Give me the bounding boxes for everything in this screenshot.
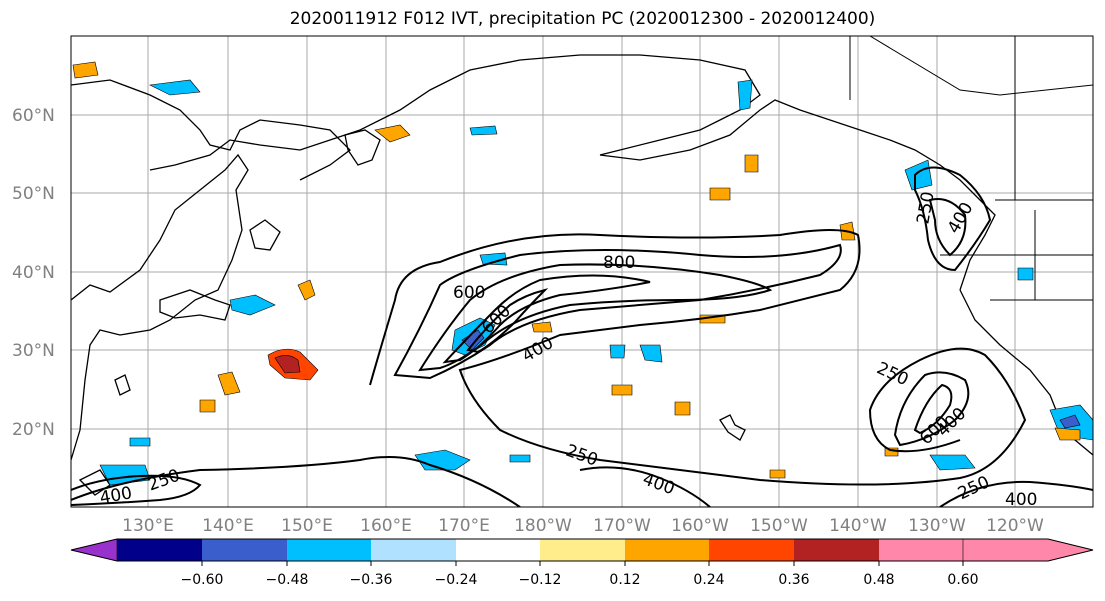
colorbar-segment: [287, 539, 371, 561]
latitude-labels: 60°N 50°N 40°N 30°N 20°N: [12, 106, 55, 440]
colorbar-tick-label: −0.36: [350, 572, 393, 588]
colorbar-tick-label: 0.12: [609, 572, 640, 588]
lat-label: 20°N: [12, 420, 55, 440]
ivt-contours: [71, 166, 1093, 507]
colorbar-extend-right: [962, 538, 1094, 562]
colorbar-segment: [117, 539, 202, 561]
colorbar-segment: [879, 539, 963, 561]
lat-label: 50°N: [12, 184, 55, 204]
colorbar-segment: [625, 539, 709, 561]
lon-label: 170°E: [438, 516, 490, 536]
lon-label: 130°W: [908, 516, 966, 536]
contour-label: 800: [603, 253, 635, 273]
colorbar-extend-left: [70, 538, 118, 562]
colorbar-tick-label: 0.36: [778, 572, 809, 588]
colorbar-tick-label: 0.60: [947, 572, 978, 588]
colorbar-tick-label: −0.12: [519, 572, 562, 588]
contour-label: 600: [453, 283, 485, 303]
colorbar-tick-label: 0.48: [863, 572, 894, 588]
colorbar-segment: [794, 539, 879, 561]
longitude-labels: 130°E 140°E 150°E 160°E 170°E 180°W 170°…: [122, 516, 1044, 536]
colorbar-outline: [70, 538, 1094, 562]
colorbar-segment: [371, 539, 456, 561]
lon-label: 160°W: [671, 516, 729, 536]
lon-label: 130°E: [122, 516, 174, 536]
lon-label: 150°W: [750, 516, 808, 536]
map-area: 600 800 600 400 250 400 250 250 600 400 …: [71, 36, 1093, 510]
colorbar-segment: [202, 539, 287, 561]
colorbar-tick-label: −0.24: [435, 572, 478, 588]
lon-label: 170°W: [593, 516, 651, 536]
lon-label: 180°W: [514, 516, 572, 536]
colorbar-tick-label: −0.60: [181, 572, 224, 588]
colorbar: −0.60 −0.48 −0.36 −0.24 −0.12 0.12 0.24 …: [70, 538, 1094, 588]
colorbar-tick-label: −0.48: [266, 572, 309, 588]
borders: [849, 36, 1093, 301]
contour-label: 400: [1005, 490, 1037, 510]
colorbar-tick-label: 0.24: [693, 572, 724, 588]
lat-label: 40°N: [12, 263, 55, 283]
contour-label: 400: [98, 483, 133, 508]
lon-label: 140°W: [829, 516, 887, 536]
map-title: 2020011912 F012 IVT, precipitation PC (2…: [289, 9, 876, 29]
coastlines: [71, 54, 1093, 496]
colorbar-segment: [456, 539, 540, 561]
colorbar-ticks: [201, 561, 964, 566]
colorbar-segment: [709, 539, 794, 561]
map-frame: [70, 35, 1094, 508]
lat-label: 60°N: [12, 106, 55, 126]
colorbar-segment: [540, 539, 625, 561]
graticule: [71, 36, 1093, 507]
lon-label: 120°W: [986, 516, 1044, 536]
lat-label: 30°N: [12, 341, 55, 361]
lon-label: 140°E: [202, 516, 254, 536]
lon-label: 150°E: [281, 516, 333, 536]
lon-label: 160°E: [360, 516, 412, 536]
